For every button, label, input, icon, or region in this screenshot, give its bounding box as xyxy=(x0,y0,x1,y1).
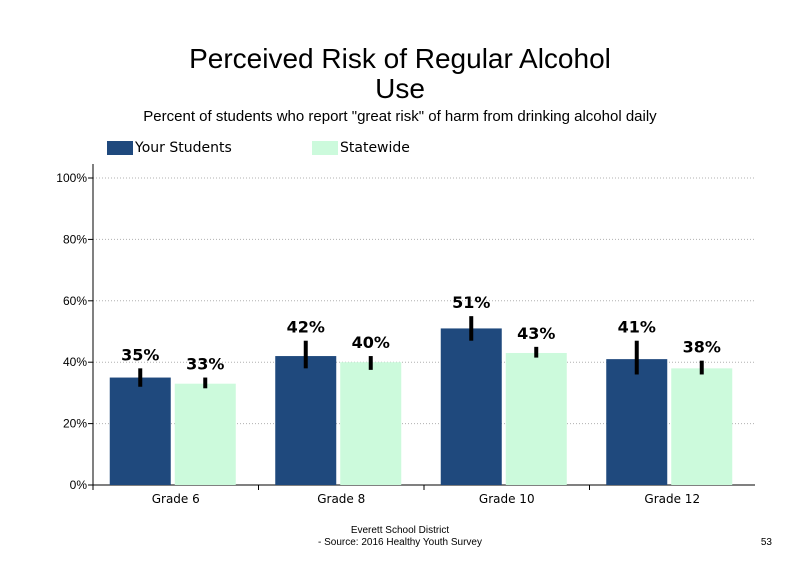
bar xyxy=(606,359,668,485)
y-tick-label: 20% xyxy=(63,417,87,431)
chart-title-line1: Perceived Risk of Regular Alcohol xyxy=(189,43,611,74)
bar xyxy=(505,352,567,485)
footer-source: - Source: 2016 Healthy Youth Survey xyxy=(318,537,482,548)
data-label: 41% xyxy=(618,318,656,337)
legend-label-statewide: Statewide xyxy=(340,140,410,156)
bar xyxy=(440,328,502,485)
chart-title-line2: Use xyxy=(375,73,425,104)
data-label: 33% xyxy=(186,355,224,374)
x-tick-label: Grade 8 xyxy=(317,492,365,506)
data-label: 38% xyxy=(683,338,721,357)
data-label: 40% xyxy=(352,333,390,352)
footer: Everett School District - Source: 2016 H… xyxy=(0,525,800,549)
y-tick-label: 0% xyxy=(70,478,88,492)
x-tick-label: Grade 10 xyxy=(479,492,535,506)
chart-title: Perceived Risk of Regular Alcohol Use xyxy=(0,44,800,104)
bar xyxy=(275,356,337,485)
legend-label-your-students: Your Students xyxy=(135,140,232,156)
data-label: 42% xyxy=(287,318,325,337)
y-tick-label: 100% xyxy=(56,171,87,185)
data-label: 43% xyxy=(517,324,555,343)
legend-swatch-your-students xyxy=(107,141,133,155)
data-label: 35% xyxy=(121,345,159,364)
chart-subtitle: Percent of students who report "great ri… xyxy=(143,108,657,125)
legend-swatch-statewide xyxy=(312,141,338,155)
y-tick-label: 60% xyxy=(63,294,87,308)
y-tick-label: 40% xyxy=(63,355,87,369)
bar xyxy=(174,383,236,485)
bar xyxy=(671,368,733,485)
data-label: 51% xyxy=(452,293,490,312)
x-tick-label: Grade 6 xyxy=(152,492,200,506)
page-number: 53 xyxy=(760,537,772,548)
y-tick-label: 80% xyxy=(63,232,87,246)
bar xyxy=(340,362,402,485)
x-tick-label: Grade 12 xyxy=(644,492,700,506)
footer-district: Everett School District xyxy=(350,525,450,536)
bar xyxy=(109,377,171,485)
